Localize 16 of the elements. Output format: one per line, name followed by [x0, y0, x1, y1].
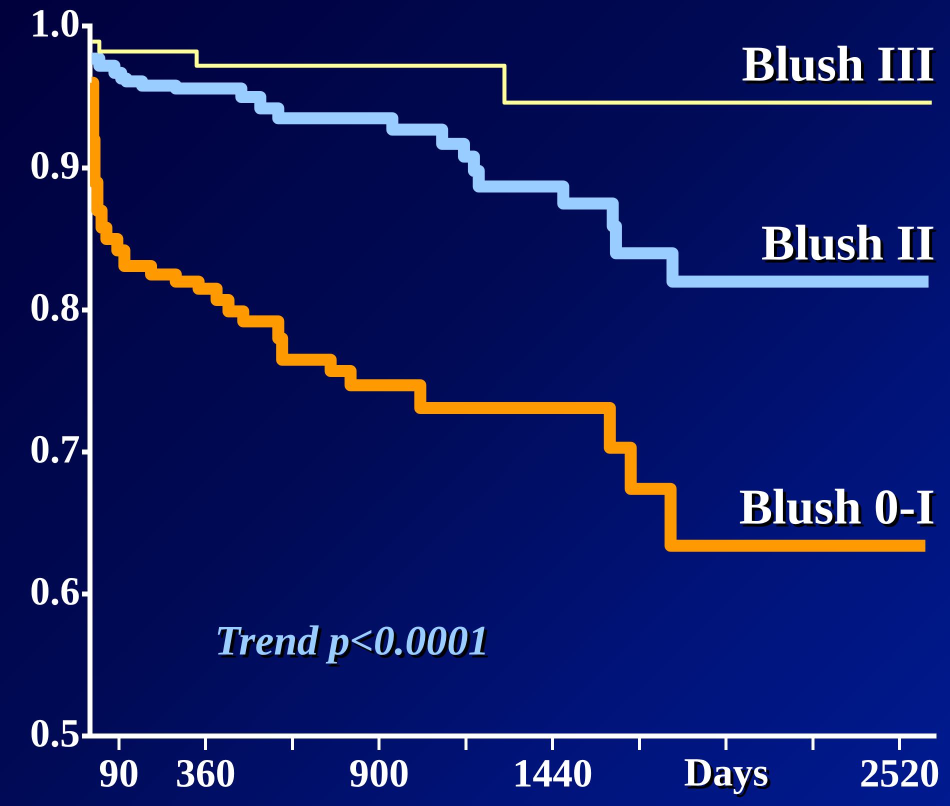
y-tick-label: 0.9 — [30, 142, 80, 188]
y-tick-label: 0.7 — [30, 426, 80, 472]
y-tick-label: 0.8 — [30, 284, 80, 330]
annotation: Trend p<0.0001 — [218, 622, 492, 668]
x-tick-label: 1440 — [512, 750, 593, 796]
x-tick-label: 2520 — [860, 750, 940, 796]
x-tick-label: 90 — [98, 750, 139, 796]
y-tick-label: 1.0 — [30, 0, 80, 46]
x-axis-title: Days — [684, 749, 768, 794]
y-tick-label: 0.5 — [30, 710, 80, 756]
x-tick-label: 900 — [349, 750, 410, 796]
series-label: Blush II — [764, 218, 938, 274]
y-tick-label: 0.6 — [30, 568, 80, 614]
series-label: Blush III — [744, 38, 938, 95]
series-label: Blush 0-I — [742, 482, 938, 538]
x-tick-label: 360 — [176, 750, 236, 796]
